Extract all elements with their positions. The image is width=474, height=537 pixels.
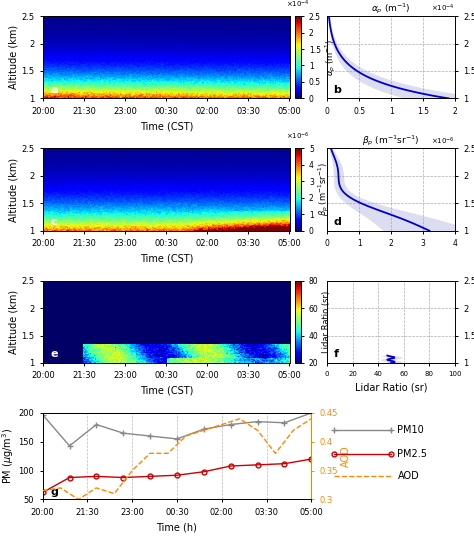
Y-axis label: AOD: AOD (341, 445, 351, 467)
Title: $\alpha_p$ (m$^{-1}$): $\alpha_p$ (m$^{-1}$) (371, 2, 411, 16)
X-axis label: Lidar Ratio (sr): Lidar Ratio (sr) (355, 383, 428, 393)
Text: c: c (50, 217, 57, 227)
Y-axis label: PM ($\mu$g/m$^3$): PM ($\mu$g/m$^3$) (0, 428, 16, 484)
Text: $\times10^{-4}$: $\times10^{-4}$ (286, 0, 310, 10)
Text: a: a (50, 85, 57, 95)
Text: $\times10^{-4}$: $\times10^{-4}$ (431, 3, 455, 14)
Text: g: g (51, 487, 59, 497)
Text: $\times10^{-6}$: $\times10^{-6}$ (431, 135, 455, 147)
Title: $\beta_p$ (m$^{-1}$sr$^{-1}$): $\beta_p$ (m$^{-1}$sr$^{-1}$) (362, 134, 420, 148)
X-axis label: Time (h): Time (h) (156, 523, 197, 532)
Text: AOD: AOD (398, 471, 419, 481)
Y-axis label: Altitude (km): Altitude (km) (9, 157, 18, 222)
Text: PM2.5: PM2.5 (398, 448, 428, 459)
Text: e: e (50, 349, 57, 359)
X-axis label: Time (CST): Time (CST) (139, 386, 193, 396)
Y-axis label: $\beta_p$ (m$^{-1}$sr$^{-1}$): $\beta_p$ (m$^{-1}$sr$^{-1}$) (317, 163, 331, 216)
Y-axis label: $\alpha_p$ (m$^{-1}$): $\alpha_p$ (m$^{-1}$) (324, 39, 338, 76)
Text: d: d (334, 217, 341, 227)
X-axis label: Time (CST): Time (CST) (139, 121, 193, 132)
Text: f: f (334, 349, 338, 359)
Y-axis label: Altitude (km): Altitude (km) (9, 290, 18, 354)
Y-axis label: Altitude (km): Altitude (km) (9, 25, 18, 89)
Y-axis label: Lidar Ratio (sr): Lidar Ratio (sr) (321, 291, 330, 353)
X-axis label: Time (CST): Time (CST) (139, 253, 193, 264)
Text: b: b (334, 85, 341, 95)
Text: PM10: PM10 (398, 425, 424, 436)
Text: $\times10^{-6}$: $\times10^{-6}$ (286, 130, 310, 142)
